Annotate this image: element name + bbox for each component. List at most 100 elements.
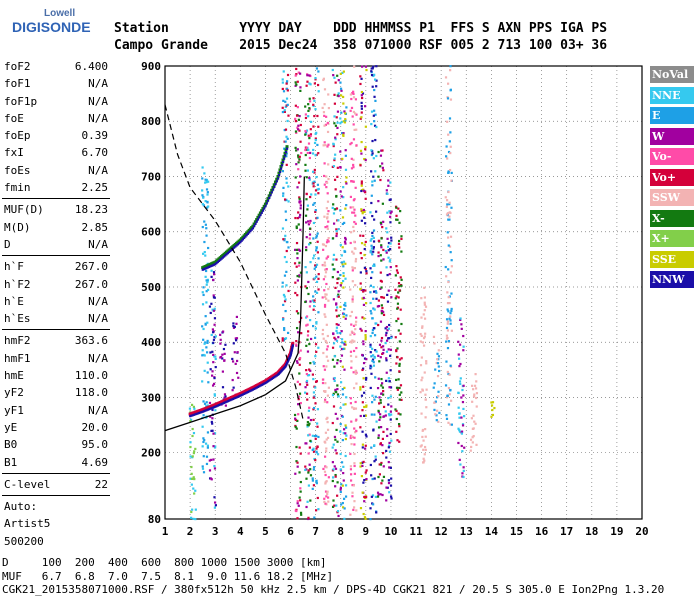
echo-dot — [361, 443, 365, 446]
echo-dot — [445, 155, 448, 158]
echo-dot — [377, 493, 380, 496]
echo-dot — [312, 377, 315, 381]
param-key: yF2 — [4, 386, 24, 400]
echo-dot — [436, 362, 440, 365]
echo-dot — [458, 380, 462, 383]
echo-dot — [297, 331, 300, 334]
echo-dot — [352, 506, 356, 509]
echo-dot — [294, 472, 297, 475]
echo-dot — [341, 415, 344, 418]
echo-dot — [231, 360, 235, 363]
echo-dot — [447, 421, 450, 424]
echo-dot — [389, 242, 392, 245]
trace-point — [249, 389, 252, 392]
echo-dot — [313, 516, 316, 519]
echo-dot — [299, 140, 302, 143]
trace-point — [251, 224, 255, 228]
echo-dot — [323, 88, 327, 91]
echo-dot — [458, 416, 461, 419]
echo-dot — [375, 297, 378, 300]
echo-dot — [206, 278, 210, 281]
echo-dot — [335, 339, 339, 342]
trace-point — [211, 264, 214, 267]
echo-dot — [231, 357, 234, 361]
echo-dot — [192, 431, 196, 435]
echo-dot — [327, 220, 330, 223]
echo-dot — [203, 172, 206, 175]
param-row: fxI 6.70 — [2, 144, 110, 161]
echo-dot — [361, 212, 364, 215]
echo-dot — [339, 150, 342, 153]
echo-dot — [307, 142, 311, 145]
echo-dot — [382, 390, 385, 393]
echo-dot — [295, 360, 299, 363]
echo-dot — [396, 439, 399, 442]
echo-dot — [309, 195, 312, 199]
echo-dot — [305, 246, 308, 249]
echo-dot — [203, 439, 206, 442]
echo-dot — [324, 382, 327, 385]
echo-dot — [343, 368, 346, 371]
echo-dot — [370, 446, 373, 449]
echo-dot — [282, 194, 285, 198]
echo-dot — [371, 253, 374, 256]
echo-dot — [459, 382, 462, 386]
echo-dot — [355, 113, 358, 116]
echo-dot — [211, 422, 214, 425]
x-tick-label: 13 — [460, 525, 473, 538]
param-key: B1 — [4, 455, 18, 469]
echo-dot — [433, 408, 436, 412]
echo-dot — [283, 198, 287, 201]
echo-dot — [343, 517, 346, 520]
trace-point — [266, 197, 270, 201]
echo-dot — [394, 288, 397, 291]
echo-dot — [381, 162, 384, 165]
echo-dot — [470, 384, 474, 387]
echo-dot — [380, 223, 383, 226]
echo-dot — [396, 271, 399, 274]
echo-dot — [313, 180, 316, 183]
echo-dot — [326, 192, 329, 195]
echo-dot — [449, 322, 452, 325]
echo-dot — [385, 227, 388, 230]
trace-point — [216, 404, 219, 407]
echo-dot — [313, 362, 316, 365]
echo-dot — [337, 94, 340, 98]
echo-dot — [334, 438, 337, 441]
echo-dot — [295, 343, 298, 346]
echo-dot — [375, 154, 378, 158]
echo-dot — [313, 141, 317, 145]
echo-dot — [400, 237, 403, 241]
param-value: 2.85 — [81, 220, 109, 234]
trace-point — [215, 262, 218, 265]
echo-dot — [370, 149, 373, 152]
echo-dot — [284, 210, 287, 213]
echo-dot — [449, 315, 452, 318]
echo-dot — [398, 386, 401, 390]
echo-dot — [369, 507, 372, 510]
echo-dot — [475, 396, 478, 400]
echo-dot — [434, 400, 437, 403]
trace-point — [239, 241, 242, 244]
echo-dot — [331, 165, 334, 169]
echo-dot — [364, 444, 367, 447]
echo-dot — [304, 214, 308, 217]
echo-dot — [314, 402, 317, 405]
echo-dot — [312, 203, 315, 206]
echo-dot — [373, 88, 376, 92]
echo-dot — [365, 405, 368, 408]
echo-dot — [471, 400, 474, 403]
trace-point — [266, 199, 270, 202]
echo-dot — [314, 290, 317, 293]
echo-dot — [223, 396, 226, 399]
echo-dot — [354, 400, 357, 404]
echo-dot — [281, 81, 284, 84]
trace-point — [277, 174, 281, 177]
echo-dot — [206, 446, 209, 449]
echo-dot — [309, 362, 312, 365]
trace-point — [238, 242, 241, 245]
echo-dot — [382, 220, 385, 223]
echo-dot — [449, 312, 452, 315]
echo-dot — [309, 128, 312, 131]
echo-dot — [341, 222, 344, 226]
